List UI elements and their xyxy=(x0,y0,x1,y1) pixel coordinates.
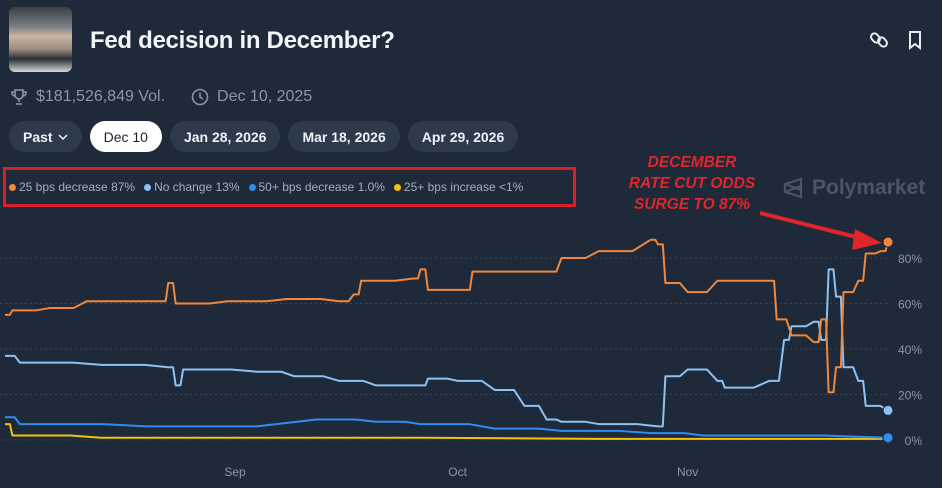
legend-dot xyxy=(9,183,16,191)
tab-jan-28-2026[interactable]: Jan 28, 2026 xyxy=(169,121,281,152)
legend-label: 50+ bps decrease 1.0% xyxy=(258,180,385,194)
series-line xyxy=(5,268,889,428)
legend-item: 25 bps decrease 87% xyxy=(9,180,135,194)
annotation-text: DECEMBER RATE CUT ODDS SURGE TO 87% xyxy=(612,152,772,215)
market-meta: $181,526,849 Vol. Dec 10, 2025 xyxy=(10,88,312,106)
tab-past[interactable]: Past xyxy=(9,121,82,152)
annotation-highlight-box xyxy=(3,167,576,207)
tab-dec-10[interactable]: Dec 10 xyxy=(89,121,162,152)
series-endpoint xyxy=(882,404,894,416)
y-tick-label: 0% xyxy=(905,434,923,448)
annotation-line: DECEMBER xyxy=(647,154,737,171)
annotation-arrow xyxy=(759,211,869,242)
brand-name: Polymarket xyxy=(812,176,926,199)
y-tick-label: 20% xyxy=(898,389,922,403)
legend-dot xyxy=(144,183,152,191)
series-line xyxy=(5,238,889,394)
legend-dot xyxy=(393,183,401,191)
annotation-arrowhead xyxy=(852,229,882,250)
x-tick-label: Sep xyxy=(224,465,246,479)
polymarket-logo-icon xyxy=(783,177,803,199)
y-tick-label: 60% xyxy=(898,298,922,312)
legend-dot xyxy=(248,183,256,191)
tab-apr-29-2026[interactable]: Apr 29, 2026 xyxy=(407,121,519,152)
tab-label: Apr 29, 2026 xyxy=(421,128,505,145)
link-icon[interactable] xyxy=(869,30,889,50)
series-line xyxy=(5,416,889,439)
tab-label: Mar 18, 2026 xyxy=(302,128,386,145)
market-avatar xyxy=(9,7,72,72)
legend-item: No change 13% xyxy=(144,180,240,194)
series-endpoint xyxy=(882,236,894,248)
bookmark-icon[interactable] xyxy=(905,30,925,50)
polymarket-watermark: Polymarket xyxy=(782,176,925,200)
x-tick-label: Nov xyxy=(677,465,698,479)
legend-item: 25+ bps increase <1% xyxy=(393,180,524,194)
page-title: Fed decision in December? xyxy=(90,27,395,54)
x-tick-label: Oct xyxy=(448,465,467,479)
legend-label: 25+ bps increase <1% xyxy=(403,180,524,194)
tab-label: Dec 10 xyxy=(103,128,148,145)
y-tick-label: 40% xyxy=(898,343,922,357)
series-line xyxy=(5,423,888,440)
annotation-line: SURGE TO 87% xyxy=(633,196,750,213)
date-tabs: Past Dec 10 Jan 28, 2026 Mar 18, 2026 Ap… xyxy=(9,121,519,152)
volume: $181,526,849 Vol. xyxy=(36,88,166,105)
end-date: Dec 10, 2025 xyxy=(217,88,313,105)
annotation-line: RATE CUT ODDS xyxy=(628,175,756,192)
legend-label: No change 13% xyxy=(154,180,240,194)
series-endpoint xyxy=(882,432,894,444)
chevron-down-icon xyxy=(58,133,68,140)
tab-mar-18-2026[interactable]: Mar 18, 2026 xyxy=(288,121,400,152)
clock-icon xyxy=(191,88,209,106)
chart-legend: 25 bps decrease 87% No change 13% 50+ bp… xyxy=(9,180,523,194)
trophy-icon xyxy=(11,89,27,105)
legend-item: 50+ bps decrease 1.0% xyxy=(248,180,385,194)
tab-label: Past xyxy=(23,128,53,145)
y-tick-label: 80% xyxy=(898,252,922,266)
tab-label: Jan 28, 2026 xyxy=(183,128,267,145)
legend-label: 25 bps decrease 87% xyxy=(19,180,136,194)
